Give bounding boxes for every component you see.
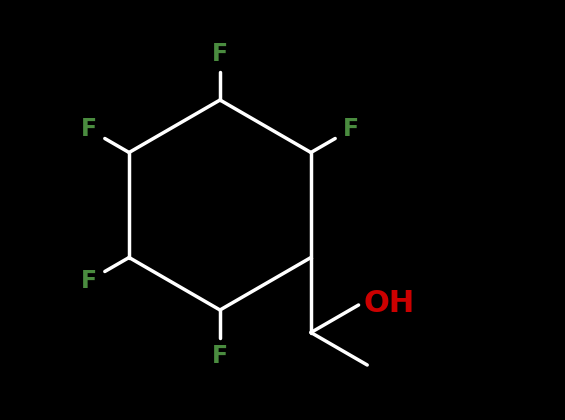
Text: F: F [81, 118, 97, 142]
Text: F: F [212, 42, 228, 66]
Text: F: F [343, 118, 359, 142]
Text: OH: OH [363, 289, 415, 318]
Text: F: F [212, 344, 228, 368]
Text: F: F [81, 268, 97, 292]
